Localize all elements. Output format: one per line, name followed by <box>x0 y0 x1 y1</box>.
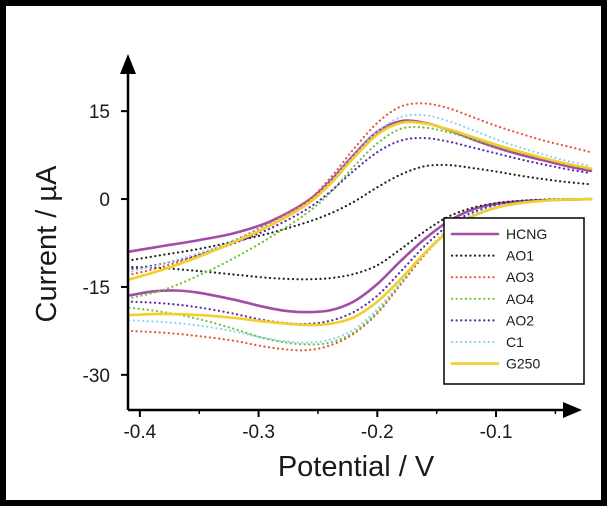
legend-label-ao2: AO2 <box>506 312 534 328</box>
series-ao4-reverse <box>126 198 593 346</box>
ticks-layer: -0.4 -0.3 -0.2 -0.1 -30 -15 0 15 <box>83 102 557 443</box>
legend: HCNG AO1 AO3 AO4 AO2 C1 G250 <box>443 217 585 385</box>
series-c1-reverse <box>126 198 593 344</box>
y-tick-label: -30 <box>83 366 110 387</box>
series-g250-reverse <box>126 197 593 327</box>
legend-label-ao3: AO3 <box>506 269 534 285</box>
legend-box <box>443 217 585 385</box>
series-ao3-reverse <box>126 198 593 352</box>
y-tick-label: 15 <box>89 102 110 123</box>
series-ao2-reverse <box>126 198 593 326</box>
legend-label-hcng: HCNG <box>506 226 547 242</box>
y-axis-title: Current / µA <box>31 165 63 323</box>
x-axis-arrowhead <box>563 402 582 418</box>
x-tick-label: -0.4 <box>123 422 156 443</box>
y-tick-label: -15 <box>83 278 110 299</box>
legend-label-g250: G250 <box>506 356 540 372</box>
series-ao3-forward <box>126 102 593 277</box>
legend-label-ao4: AO4 <box>506 291 534 307</box>
y-axis-arrowhead <box>120 54 136 74</box>
series-layer <box>126 102 593 352</box>
series-hcng-forward <box>126 119 593 254</box>
series-c1-forward <box>126 113 593 274</box>
x-tick-label: -0.2 <box>361 422 394 443</box>
y-tick-label: 0 <box>99 190 110 211</box>
series-g250-forward <box>126 120 593 282</box>
x-tick-label: -0.3 <box>242 422 275 443</box>
x-axis-title: Potential / V <box>278 451 435 483</box>
legend-label-c1: C1 <box>506 334 524 350</box>
series-ao1-reverse <box>126 197 593 281</box>
legend-label-ao1: AO1 <box>506 248 534 264</box>
axes-layer <box>120 54 582 418</box>
x-tick-label: -0.1 <box>480 422 513 443</box>
series-ao2-forward <box>126 136 593 271</box>
